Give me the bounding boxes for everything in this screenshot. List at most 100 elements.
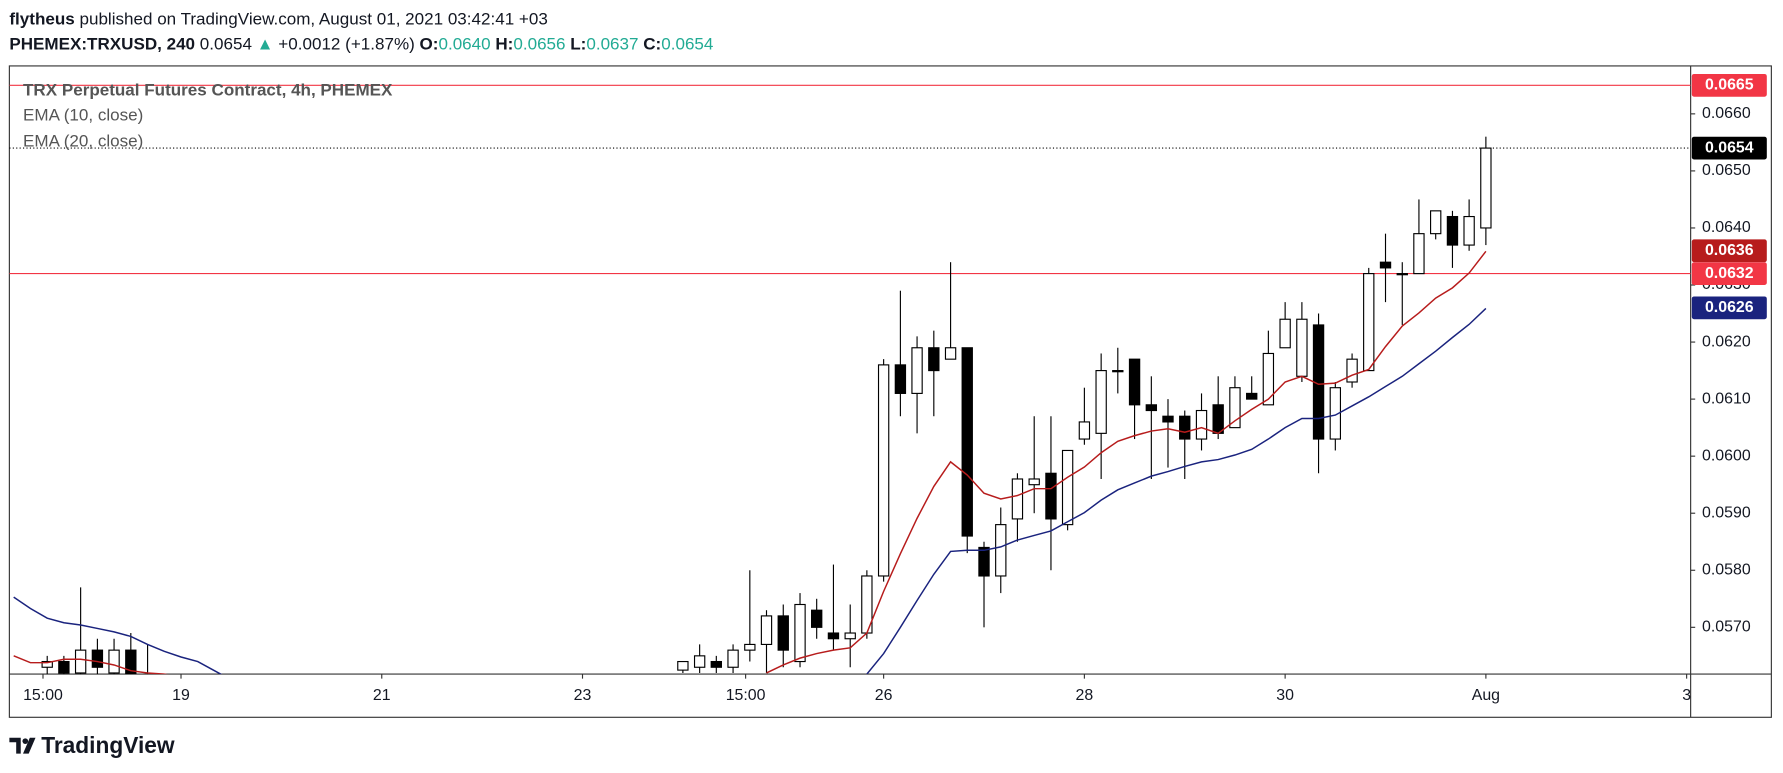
brand: TradingView — [41, 732, 175, 758]
x-tick-label: 26 — [875, 687, 893, 704]
ohlc-value: 0.0640 — [438, 34, 490, 53]
frame — [8, 65, 1772, 718]
symbol: PHEMEX:TRXUSD, 240 — [9, 34, 195, 53]
ohlc-key: C: — [643, 34, 661, 53]
candle-body — [58, 660, 70, 674]
last-price-label: 0.0654 — [1705, 139, 1754, 156]
y-tick-label: 0.0590 — [1702, 504, 1751, 521]
author: flytheus — [9, 9, 74, 28]
y-tick-label: 0.0570 — [1702, 619, 1751, 636]
hline-label-bg — [1691, 73, 1767, 97]
candle-body — [91, 649, 104, 668]
header-line-2: PHEMEX:TRXUSD, 240 0.0654 ▲ +0.0012 (+1.… — [9, 34, 713, 53]
published: published on TradingView.com, August 01,… — [79, 9, 547, 28]
x-tick-label: Aug — [1472, 687, 1500, 704]
candle-body — [1078, 421, 1091, 440]
candle-body — [1162, 415, 1174, 423]
candle-body — [1061, 449, 1074, 526]
candle-body — [1363, 273, 1375, 372]
candle-body — [1128, 358, 1141, 406]
ohlc-key: O: — [420, 34, 439, 53]
ohlc-value: 0.0637 — [586, 34, 638, 53]
ema-label-bg — [1691, 296, 1767, 320]
candle-body — [978, 546, 990, 577]
ohlc-key: H: — [495, 34, 513, 53]
x-tick-label: 3 — [1682, 687, 1691, 704]
candle-body — [1430, 210, 1442, 235]
candle-body — [108, 649, 120, 674]
candle-body — [1346, 358, 1358, 383]
candle-body — [995, 524, 1007, 577]
candle-body — [1112, 370, 1124, 373]
last-price-label-bg — [1691, 136, 1767, 160]
candle-body — [1229, 387, 1241, 429]
candle-body — [1045, 472, 1057, 520]
logo-icon — [22, 738, 29, 745]
x-tick-label: 23 — [574, 687, 592, 704]
candle-body — [810, 609, 823, 628]
header-line-1: flytheus published on TradingView.com, A… — [9, 9, 547, 28]
candle-body — [74, 649, 87, 674]
candle-body — [1212, 404, 1224, 434]
chart-title: TRX Perpetual Futures Contract, 4h, PHEM… — [23, 80, 393, 99]
ema-line — [13, 307, 1487, 675]
candle-body — [760, 615, 773, 646]
x-tick-label: 21 — [373, 687, 391, 704]
ohlc-value: 0.0656 — [513, 34, 565, 53]
candle-body — [1246, 392, 1258, 400]
arrow: ▲ — [257, 34, 274, 53]
candle-body — [727, 649, 739, 668]
candle-body — [944, 347, 957, 360]
hline-label: 0.0665 — [1705, 77, 1754, 94]
y-tick-label: 0.0620 — [1702, 333, 1751, 350]
candle-body — [1095, 370, 1107, 434]
candle-body — [794, 603, 806, 663]
candle-body — [677, 660, 689, 671]
x-tick-label: 15:00 — [726, 687, 766, 704]
candle-body — [1195, 409, 1208, 440]
ohlc-value: 0.0654 — [661, 34, 713, 53]
candle-body — [1463, 215, 1475, 246]
ema-label: 0.0626 — [1705, 299, 1754, 316]
candle-body — [1379, 261, 1392, 269]
legend-entry: EMA (20, close) — [23, 132, 143, 151]
x-tick-label: 30 — [1276, 687, 1294, 704]
ema-line — [13, 250, 1487, 675]
candle-body — [744, 643, 756, 651]
x-tick-label: 19 — [172, 687, 190, 704]
candle-body — [1329, 387, 1342, 440]
candle-body — [844, 632, 856, 640]
legend-entry: EMA (10, close) — [23, 105, 143, 124]
y-tick-label: 0.0640 — [1702, 219, 1751, 236]
y-tick-label: 0.0610 — [1702, 390, 1751, 407]
candle-body — [1028, 478, 1040, 486]
candle-body — [777, 615, 789, 651]
candle-body — [1145, 404, 1158, 412]
ema-label: 0.0636 — [1705, 242, 1754, 259]
y-tick-label: 0.0580 — [1702, 561, 1751, 578]
candle-body — [1011, 478, 1024, 520]
change: +0.0012 (+1.87%) — [278, 34, 414, 53]
candle-body — [827, 632, 840, 640]
candle-body — [911, 347, 923, 394]
candle-body — [1179, 415, 1191, 440]
logo-icon — [23, 737, 36, 754]
candle-body — [1262, 352, 1275, 406]
candle-body — [877, 364, 890, 577]
candle-body — [710, 660, 722, 668]
candle-body — [1296, 318, 1308, 377]
y-tick-label: 0.0600 — [1702, 447, 1751, 464]
candle-body — [142, 679, 152, 685]
candle-body — [1413, 233, 1425, 275]
candle-body — [894, 364, 907, 394]
candle-body — [961, 347, 973, 537]
x-tick-label: 15:00 — [23, 687, 63, 704]
ohlc-key: L: — [570, 34, 586, 53]
candle-body — [693, 655, 706, 668]
candle-body — [125, 649, 137, 675]
y-tick-label: 0.0650 — [1702, 162, 1751, 179]
candle-body — [1396, 273, 1408, 276]
candle-body — [1480, 147, 1492, 229]
y-tick-label: 0.0660 — [1702, 105, 1751, 122]
